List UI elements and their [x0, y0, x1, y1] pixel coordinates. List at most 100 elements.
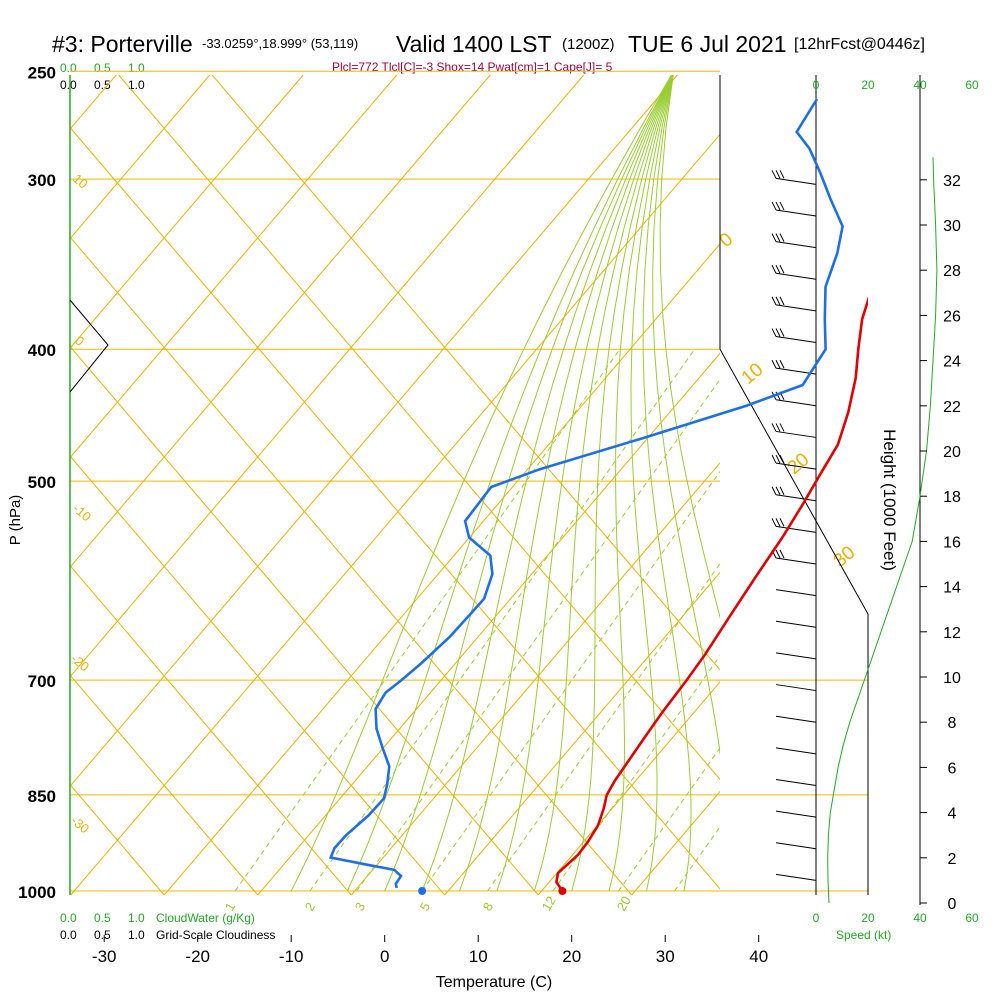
dry-adiabat-label: 10 — [70, 171, 91, 192]
wind-barb-feather — [775, 391, 781, 401]
wind-barb-feather — [775, 201, 781, 211]
wind-barb-feather — [779, 170, 785, 179]
moist-adiabat — [642, 75, 692, 892]
height-tick-label: 6 — [948, 760, 957, 777]
wind-barb-feather — [779, 423, 785, 432]
cloudwater-label: CloudWater (g/Kg) — [156, 911, 255, 925]
x-tick-label: 10 — [469, 947, 488, 966]
wind-barb-feather — [779, 454, 785, 464]
wind-barb — [775, 747, 817, 755]
pressure-tick-label: 250 — [28, 63, 56, 82]
wind-barb — [775, 209, 817, 217]
wind-barb — [775, 241, 817, 249]
cloud-scale-top-green-0: 0.0 — [60, 61, 77, 75]
plot-frame — [69, 75, 921, 905]
moist-adiabat — [608, 75, 674, 892]
speed-axis-label: Speed (kt) — [836, 928, 891, 942]
height-tick-label: 12 — [943, 625, 961, 642]
wind-barb-feather — [779, 265, 785, 274]
wind-barb-feather — [775, 296, 781, 306]
mixing-ratio-line — [309, 348, 696, 892]
wind-barb-feather — [771, 170, 777, 179]
wind-barb-feather — [775, 359, 781, 369]
x-tick-label: -10 — [279, 947, 304, 966]
dry-adiabat — [70, 75, 117, 130]
moist-adiabat-label: 30 — [830, 542, 860, 572]
height-tick-label: 16 — [943, 534, 961, 551]
dry-adiabat-label: -10 — [70, 501, 94, 525]
wind-speed-line — [827, 157, 938, 904]
temperature-line — [555, 296, 868, 892]
cloud-scale-bottom-black-0: 0.0 — [60, 928, 77, 942]
wind-barb-feather — [771, 265, 777, 274]
wind-barb — [775, 557, 817, 565]
dry-adiabat — [819, 75, 1000, 895]
dry-adiabat — [70, 75, 211, 240]
cloudiness-label: Grid-Scale Cloudiness — [156, 928, 275, 942]
height-tick-label: 8 — [948, 715, 957, 732]
x-tick-label: -30 — [92, 947, 117, 966]
cloud-scale-top-black-0: 0.0 — [60, 78, 77, 92]
dry-adiabat — [70, 133, 720, 896]
dry-adiabat — [70, 75, 304, 349]
moist-adiabat — [496, 75, 673, 892]
x-tick-label: 20 — [562, 947, 581, 966]
sounding-profiles — [328, 98, 868, 895]
mixing-ratio-line — [618, 747, 720, 892]
wind-barb-feather — [771, 486, 777, 495]
moist-adiabat — [421, 75, 673, 892]
dry-adiabat-cross — [70, 564, 352, 896]
wind-barb-feather — [775, 170, 781, 179]
y-axis-label: P (hPa) — [7, 495, 24, 546]
pressure-tick-label: 500 — [28, 473, 56, 492]
mixing-ratio-line — [356, 378, 720, 892]
height-tick-label: 24 — [943, 354, 961, 371]
moist-adiabat — [652, 75, 720, 757]
wind-barb-feather — [771, 518, 777, 527]
height-tick-label: 22 — [943, 399, 961, 416]
dry-adiabat-label: -30 — [68, 813, 92, 837]
wind-barb — [775, 494, 817, 502]
mixing-ratio-line — [487, 562, 720, 892]
dry-adiabat-cross — [70, 236, 633, 896]
moist-adiabat — [533, 75, 673, 892]
speed-tick-top: 0 — [813, 78, 820, 92]
height-tick-label: 0 — [948, 896, 957, 913]
pressure-tick-label: 850 — [28, 787, 56, 806]
wind-barb-feather — [775, 328, 781, 337]
wind-barb — [775, 684, 817, 692]
height-tick-label: 14 — [943, 580, 961, 597]
wind-barb-feather — [771, 359, 777, 369]
wind-barb-feather — [771, 423, 777, 432]
dry-adiabat — [0, 75, 23, 895]
wind-barb-feather — [779, 549, 785, 559]
cloud-scale-top-black-1: 0.5 — [94, 78, 111, 92]
moist-adiabat — [346, 75, 673, 892]
dry-adiabat — [70, 75, 678, 788]
wind-barb — [775, 272, 817, 280]
mixing-ratio-label: 20 — [614, 893, 634, 913]
wind-barb-feather — [771, 296, 777, 306]
station-title: #3: Porterville — [52, 31, 193, 57]
wind-barb — [775, 304, 817, 312]
dry-adiabat — [725, 75, 1000, 895]
wind-barb — [775, 620, 817, 628]
wind-barb-feather — [779, 359, 785, 369]
wind-barb — [775, 177, 817, 185]
moist-adiabat-label: 20 — [784, 449, 814, 479]
mixing-ratio-label: 12 — [539, 893, 559, 913]
speed-tick-top: 20 — [861, 78, 875, 92]
cloud-scale-bottom: 0.0 0.5 1.0 CloudWater (g/Kg) 0.0 0.5 1.… — [60, 911, 275, 942]
wind-barb-feather — [775, 454, 781, 464]
cloud-scale-top: 0.0 0.5 1.0 0.0 0.5 1.0 — [60, 61, 145, 92]
dry-adiabat-cross — [211, 75, 720, 671]
dry-adiabat — [257, 352, 720, 896]
x-tick-label: 30 — [656, 947, 675, 966]
wind-barb-feather — [779, 296, 785, 306]
wind-barb — [775, 810, 817, 818]
dry-adiabat — [70, 75, 398, 459]
cloud-scale-bottom-black-2: 1.0 — [128, 928, 145, 942]
